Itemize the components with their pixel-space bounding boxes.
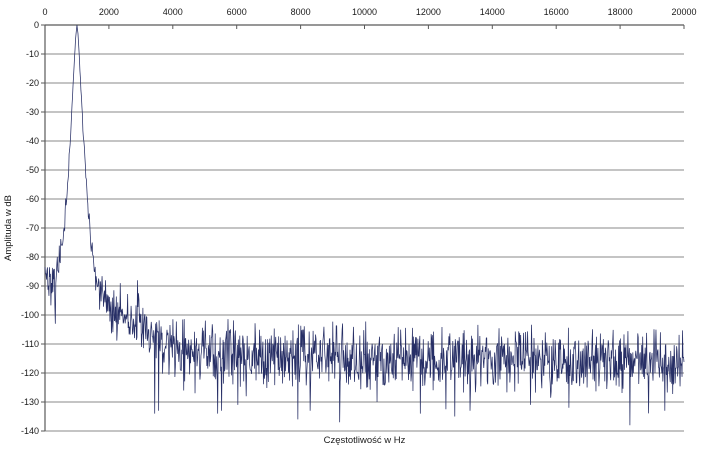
y-tick-label: -60: [26, 194, 39, 204]
y-tick-label: -20: [26, 78, 39, 88]
y-axis-ticks: [41, 24, 45, 432]
y-tick-label: -50: [26, 165, 39, 175]
y-axis-title: Amplituda w dB: [3, 195, 14, 261]
x-tick-label: 16000: [544, 7, 569, 17]
x-tick-label: 0: [42, 7, 47, 17]
x-tick-label: 8000: [291, 7, 311, 17]
x-tick-label: 2000: [99, 7, 119, 17]
x-tick-label: 12000: [416, 7, 441, 17]
y-tick-label: -10: [26, 49, 39, 59]
y-tick-label: -130: [21, 397, 39, 407]
y-tick-labels: 0 -10 -20 -30 -40 -50 -60 -70 -80 -90 -100 -110 -120…: [21, 20, 39, 436]
y-tick-label: -110: [22, 339, 39, 349]
x-tick-label: 4000: [163, 7, 183, 17]
y-tick-label: -80: [26, 252, 39, 262]
y-tick-label: -90: [26, 281, 39, 291]
y-tick-label: -40: [26, 136, 39, 146]
y-tick-label: -120: [21, 368, 39, 378]
y-tick-label: -30: [26, 107, 39, 117]
y-tick-label: -70: [26, 223, 39, 233]
y-tick-label: -100: [21, 310, 39, 320]
x-tick-label: 20000: [671, 7, 696, 17]
gridlines: [45, 24, 684, 432]
x-tick-label: 6000: [227, 7, 247, 17]
x-tick-label: 10000: [352, 7, 377, 17]
x-tick-labels: 0 2000 4000 6000 8000 10000 12000 14000 16000 180…: [42, 7, 696, 17]
y-tick-label: 0: [34, 20, 39, 30]
x-axis-ticks: [44, 25, 685, 29]
x-tick-label: 14000: [480, 7, 505, 17]
y-tick-label: -140: [21, 426, 39, 436]
x-axis-title: Częstotliwość w Hz: [324, 435, 406, 446]
spectrum-trace: [44, 24, 685, 426]
x-tick-label: 18000: [608, 7, 633, 17]
